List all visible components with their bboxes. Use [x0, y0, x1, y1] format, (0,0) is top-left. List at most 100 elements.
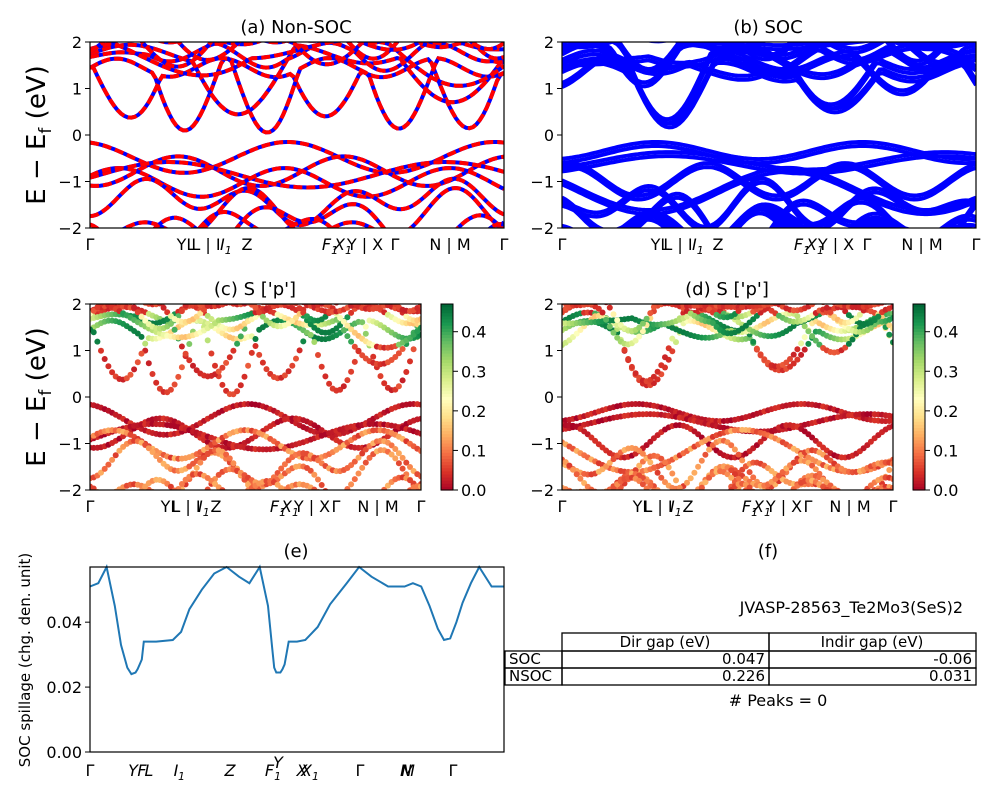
colorbar-step: [441, 328, 453, 333]
title-d: (d) S ['p']: [685, 279, 769, 300]
band-point: [197, 317, 204, 324]
colorbar-step: [441, 459, 453, 463]
band-point: [109, 279, 115, 285]
band-point: [98, 494, 104, 500]
band-point: [890, 423, 893, 429]
band-point: [809, 304, 816, 308]
band-point: [344, 322, 351, 329]
band-point: [296, 347, 303, 354]
svg-text:N | M: N | M: [429, 235, 470, 254]
band-point: [351, 343, 358, 350]
band-point: [395, 450, 402, 457]
band-point: [669, 289, 675, 295]
band-point: [204, 304, 211, 309]
svg-text:Γ: Γ: [558, 235, 567, 254]
band-point: [644, 295, 650, 301]
band-point: [640, 293, 646, 299]
band-point: [275, 491, 281, 497]
colorbar-step: [441, 319, 453, 324]
colorbar-tick-label: 0.0: [461, 481, 486, 500]
band-point: [610, 329, 617, 336]
band-point: [794, 531, 800, 537]
band-point: [824, 292, 830, 298]
band-point: [410, 346, 417, 353]
svg-text:L | I: L | I: [643, 497, 672, 516]
colorbar-tick-label: 0.2: [461, 402, 486, 421]
band-point: [116, 285, 122, 291]
band-point: [344, 516, 350, 522]
band-point: [746, 484, 753, 490]
y-tick-label: 1: [72, 80, 82, 99]
band-point: [592, 286, 598, 292]
band-point: [816, 498, 822, 504]
band-point: [643, 315, 650, 322]
band-point: [212, 516, 218, 522]
band-point: [359, 280, 365, 286]
band-point: [389, 516, 395, 522]
band-point: [139, 298, 145, 304]
band-line: [562, 180, 976, 228]
band-point: [168, 517, 174, 523]
band-point: [91, 295, 97, 301]
title-f: (f): [758, 541, 778, 562]
colorbar-step: [913, 393, 925, 398]
band-point: [344, 290, 350, 296]
title-a: (a) Non-SOC: [240, 17, 351, 38]
band-point: [574, 281, 580, 287]
band-point: [201, 287, 207, 293]
band-point: [259, 359, 266, 366]
band-point: [326, 297, 332, 303]
band-point: [636, 291, 642, 297]
band-point: [193, 464, 200, 471]
y-tick-label: −2: [530, 219, 554, 238]
band-point: [381, 290, 387, 296]
band-point: [171, 381, 178, 388]
colorbar-step: [441, 480, 453, 485]
colorbar-step: [913, 390, 925, 395]
band-point: [120, 282, 126, 288]
colorbar-step: [441, 397, 453, 401]
band-point: [150, 521, 156, 527]
band-point: [403, 491, 409, 497]
band-point: [570, 282, 576, 288]
svg-text:Γ: Γ: [86, 497, 95, 516]
colorbar-step: [441, 316, 453, 321]
colorbar-step: [441, 356, 453, 361]
band-point: [662, 289, 668, 295]
colorbar-step: [913, 341, 925, 345]
xticks-d: Γ YL L | I I1 Z F1 X1 Y | X Γ N | M Γ: [558, 497, 898, 519]
band-point: [684, 529, 690, 535]
band-point: [190, 296, 196, 302]
band-point: [883, 279, 889, 285]
band-point: [370, 284, 376, 290]
colorbar-step: [913, 421, 925, 426]
band-point: [606, 459, 613, 466]
colorbar-step: [913, 428, 925, 432]
colorbar-step: [441, 335, 453, 339]
band-point: [879, 280, 885, 286]
band-point: [592, 500, 598, 506]
band-point: [828, 298, 834, 304]
band-point: [105, 506, 111, 512]
band-point: [105, 503, 111, 509]
band-point: [351, 358, 358, 365]
band-point: [603, 316, 610, 323]
colorbar-step: [913, 403, 925, 407]
band-point: [647, 294, 653, 300]
band-point: [688, 531, 694, 537]
band-point: [684, 479, 690, 486]
band-point: [278, 485, 285, 490]
band-point: [658, 289, 664, 295]
band-point: [739, 457, 746, 464]
band-point: [359, 464, 366, 471]
band-point: [98, 285, 104, 291]
band-point: [581, 508, 587, 514]
band-point: [787, 278, 793, 284]
band-point: [330, 296, 336, 302]
band-point: [309, 304, 312, 305]
band-point: [399, 377, 406, 384]
band-point: [216, 517, 222, 523]
band-point: [190, 362, 196, 369]
band-point: [138, 313, 145, 320]
colorbar-step: [441, 403, 453, 407]
